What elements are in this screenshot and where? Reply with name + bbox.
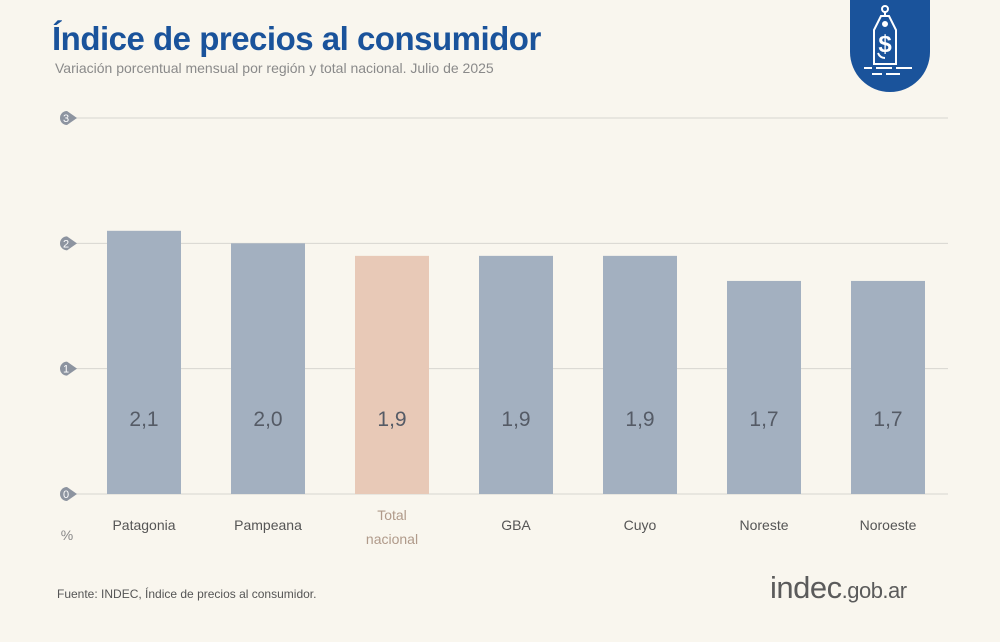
data-label: 1,9 — [625, 408, 654, 431]
y-tick-label: 2 — [63, 238, 69, 250]
tick-marker — [60, 361, 77, 376]
data-label: 2,1 — [129, 408, 158, 431]
price-tag-dollar-icon: $ — [864, 5, 912, 75]
data-label: 1,9 — [501, 408, 530, 431]
y-tick-label: 0 — [63, 489, 69, 501]
data-label: 1,7 — [749, 408, 778, 431]
x-tick-label: Noroeste — [860, 517, 917, 533]
y-axis-label: % — [61, 527, 73, 543]
bar — [603, 255, 677, 494]
page-subtitle: Variación porcentual mensual por región … — [55, 60, 494, 76]
x-tick-label: nacional — [366, 531, 418, 547]
page-title: Índice de precios al consumidor — [52, 20, 541, 57]
data-label: 1,7 — [873, 408, 902, 431]
bar — [107, 230, 181, 495]
tick-marker — [60, 236, 77, 251]
y-tick-label: 1 — [63, 364, 69, 376]
badge: $ — [850, 0, 930, 92]
x-tick-label: Total — [377, 507, 407, 523]
bar — [479, 255, 553, 494]
svg-text:$: $ — [878, 31, 892, 58]
x-tick-label: GBA — [501, 517, 531, 533]
logo-main: indec — [770, 570, 842, 605]
logo-suffix: .gob.ar — [841, 578, 908, 603]
source-note: Fuente: INDEC, Índice de precios al cons… — [57, 587, 317, 601]
x-tick-label: Noreste — [739, 517, 788, 533]
bar — [231, 243, 305, 494]
x-tick-label: Cuyo — [624, 517, 657, 533]
bar — [727, 280, 801, 494]
x-tick-label: Patagonia — [112, 517, 175, 533]
x-tick-label: Pampeana — [234, 517, 302, 533]
data-label: 2,0 — [253, 408, 282, 431]
tick-marker — [60, 111, 77, 125]
bar — [851, 280, 925, 494]
y-tick-label: 3 — [63, 113, 69, 125]
tick-marker — [60, 487, 77, 501]
bar — [355, 255, 429, 494]
data-label: 1,9 — [377, 408, 406, 431]
indec-logo: indec.gob.ar — [770, 570, 907, 606]
